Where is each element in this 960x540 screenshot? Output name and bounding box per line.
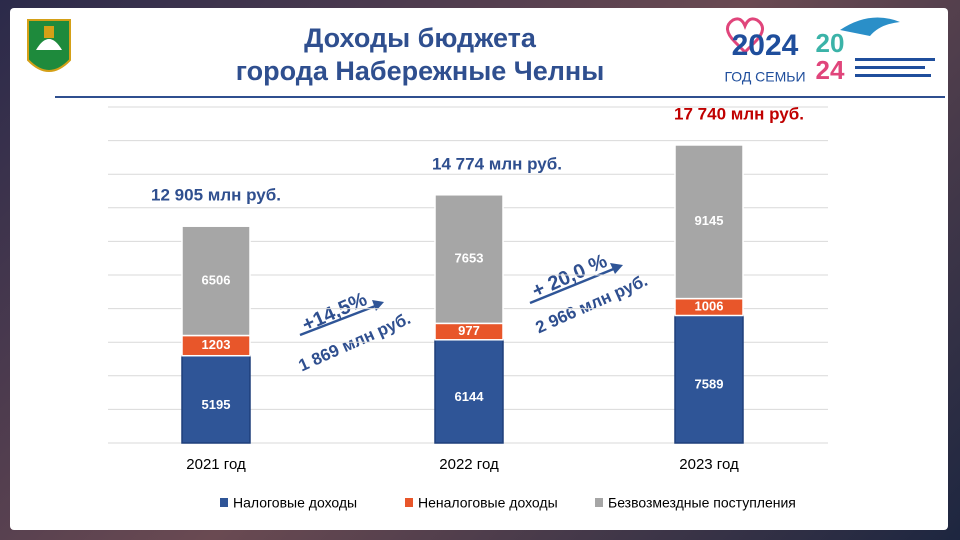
legend-label: Неналоговые доходы bbox=[418, 495, 558, 511]
x-tick-label: 2022 год bbox=[439, 456, 499, 473]
bar-segment bbox=[181, 354, 251, 444]
logo-year: 2024 bbox=[732, 29, 799, 62]
x-tick-label: 2021 год bbox=[186, 456, 246, 473]
legend-label: Безвозмездные поступления bbox=[608, 495, 796, 511]
logo-year-part: 24 bbox=[816, 55, 845, 85]
legend-swatch bbox=[595, 498, 603, 507]
segment-label: 1006 bbox=[695, 298, 724, 313]
bar-segment bbox=[181, 225, 251, 337]
segment-label: 9145 bbox=[695, 213, 724, 228]
segment-label: 6506 bbox=[202, 272, 231, 287]
total-label: 12 905 млн руб. bbox=[151, 186, 281, 205]
title-line: города Набережные Челны bbox=[236, 56, 605, 86]
title-line: Доходы бюджета bbox=[304, 23, 537, 53]
segment-label: 6144 bbox=[455, 389, 485, 404]
segment-label: 7653 bbox=[455, 251, 484, 266]
legend-label: Налоговые доходы bbox=[233, 495, 357, 511]
segment-label: 7589 bbox=[695, 377, 724, 392]
bar-segment bbox=[434, 339, 504, 444]
year-logo: 2024 ГОД СЕМЬИ 20 24 bbox=[724, 17, 935, 85]
bar-segment bbox=[434, 194, 504, 325]
legend-swatch bbox=[220, 498, 228, 507]
city-emblem bbox=[27, 19, 71, 72]
total-label: 14 774 млн руб. bbox=[432, 154, 562, 173]
segment-label: 1203 bbox=[202, 337, 231, 352]
segment-label: 5195 bbox=[202, 397, 231, 412]
logo-year-part: 20 bbox=[816, 28, 845, 58]
legend-swatch bbox=[405, 498, 413, 507]
bar-segment bbox=[674, 144, 744, 300]
logo-caption: ГОД СЕМЬИ bbox=[724, 69, 805, 85]
segment-label: 977 bbox=[458, 323, 480, 338]
x-tick-label: 2023 год bbox=[679, 456, 739, 473]
total-label: 17 740 млн руб. bbox=[674, 104, 804, 123]
